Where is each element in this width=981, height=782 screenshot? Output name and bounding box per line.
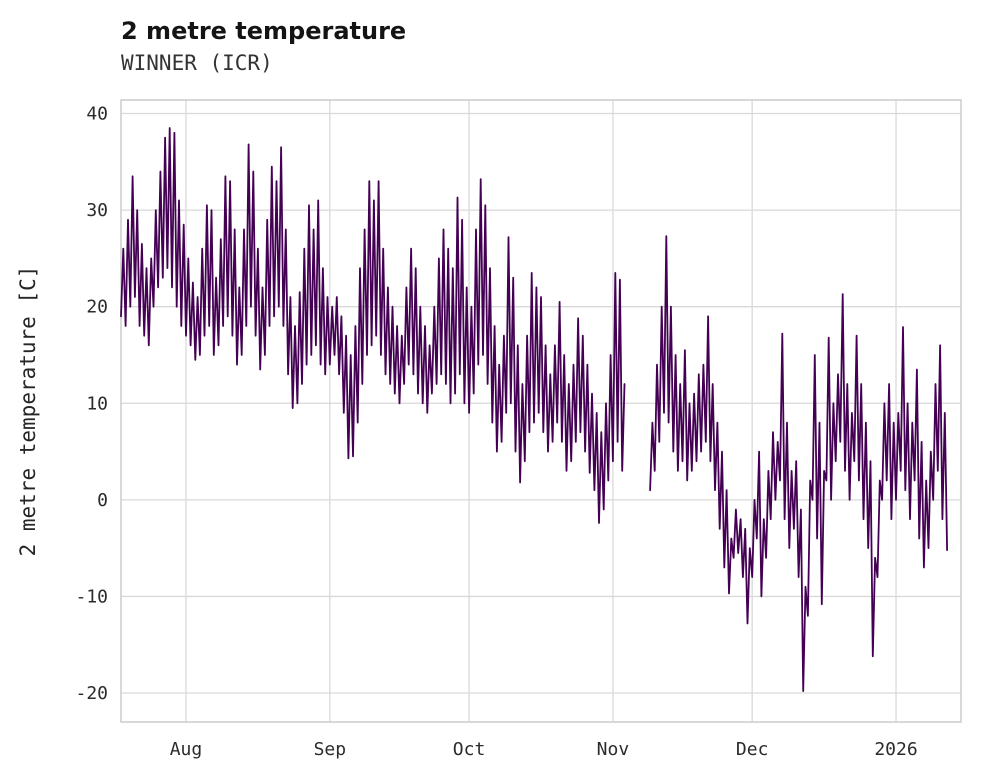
y-tick-label: 20 bbox=[86, 297, 108, 318]
x-tick-label: Oct bbox=[453, 739, 486, 760]
x-tick-label: Aug bbox=[170, 739, 203, 760]
y-tick-label: 40 bbox=[86, 104, 108, 125]
temperature-line bbox=[120, 127, 948, 692]
x-tick-label: 2026 bbox=[874, 739, 917, 760]
x-tick-label: Nov bbox=[597, 739, 630, 760]
chart-title: 2 metre temperature bbox=[121, 17, 407, 45]
y-tick-label: 30 bbox=[86, 200, 108, 221]
axis-tick-labels: Aug Sep Oct Nov Dec 2026 -20 -10 0 10 20 30 40 bbox=[75, 104, 917, 760]
grid bbox=[121, 100, 961, 722]
plot-border bbox=[120, 99, 962, 723]
y-tick-label: -10 bbox=[75, 586, 108, 607]
x-tick-label: Dec bbox=[736, 739, 769, 760]
chart-subtitle: WINNER (ICR) bbox=[121, 51, 273, 75]
y-tick-label: 10 bbox=[86, 393, 108, 414]
y-tick-label: -20 bbox=[75, 683, 108, 704]
x-tick-label: Sep bbox=[314, 739, 347, 760]
y-tick-label: 0 bbox=[97, 490, 108, 511]
